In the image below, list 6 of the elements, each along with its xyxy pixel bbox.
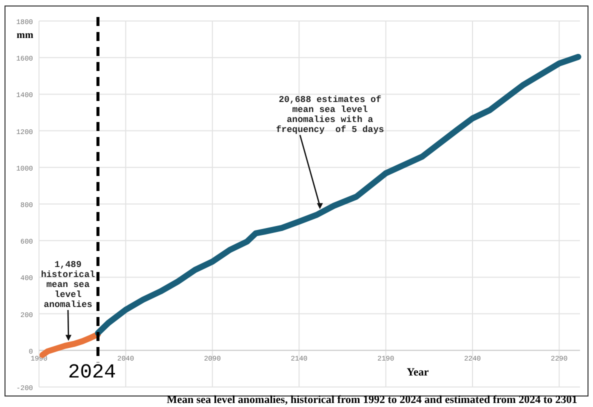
x-axis-title: Year [406,366,429,378]
annotation: 1,489 historical mean sea level anomalies [40,260,96,310]
y-axis-title: mm [16,30,34,41]
text: Mean sea level anomalies, historical from 1992 to 2024 and estimated from 2024 to 2301 [166,394,578,406]
annotation: 20,688 estimates of mean sea level anomalies with a frequency of 5 days [276,95,384,135]
ref-line-label: 2024 [68,361,116,384]
